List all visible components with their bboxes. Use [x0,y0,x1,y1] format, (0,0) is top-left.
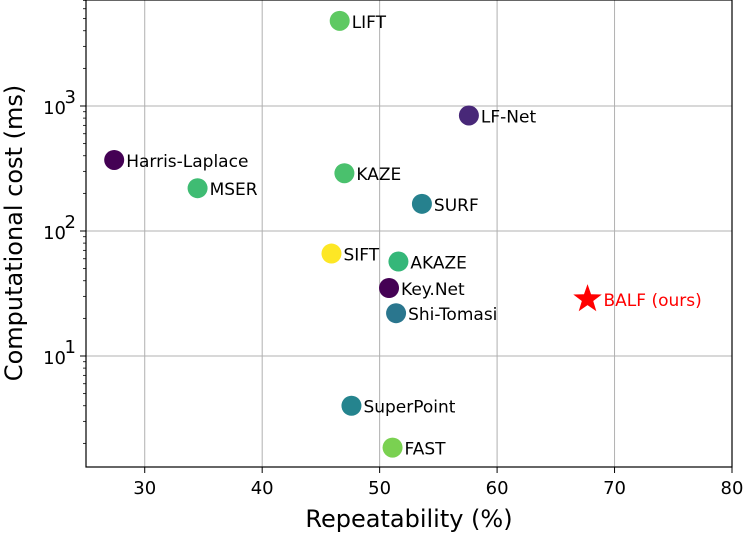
data-point-label: KAZE [356,165,401,185]
x-tick-label: 50 [368,478,391,499]
data-point-label: Shi-Tomasi [408,305,497,325]
data-point [334,163,355,184]
x-tick-label: 30 [133,478,156,499]
y-tick-exponent: 3 [65,87,76,108]
data-point [321,243,342,264]
y-axis-title: Computational cost (ms) [0,85,28,381]
y-tick-label: 10 [43,348,66,369]
data-marks: LIFT LF-Net Harris-Laplace KAZE MSER SURF SIFT… [104,10,702,460]
plot-frame [85,0,733,468]
data-point [458,105,479,126]
data-point-label: AKAZE [410,254,467,274]
data-point-label: SURF [434,196,479,216]
data-point-label: BALF (ours) [604,291,702,311]
data-point [341,395,362,416]
data-point-label: Key.Net [401,280,465,300]
x-tick-label: 60 [486,478,509,499]
grid [86,0,732,467]
x-tick-label: 80 [721,478,744,499]
data-point-label: SIFT [343,246,379,266]
y-tick-label: 10 [43,98,66,119]
data-point [379,277,400,298]
y-tick-exponent: 2 [65,212,76,233]
data-point-label: LF-Net [481,107,537,127]
data-point-label: SuperPoint [363,398,455,418]
data-point [386,303,407,324]
data-point-label: Harris-Laplace [126,152,248,172]
x-tick-label: 40 [251,478,274,499]
y-tick-label: 10 [43,223,66,244]
data-point [329,10,350,31]
data-point-label: MSER [210,180,258,200]
data-point [104,149,125,170]
y-tick-exponent: 1 [65,337,76,358]
data-point [382,437,403,458]
data-point-label: LIFT [352,13,387,33]
data-point-label: FAST [405,440,447,460]
x-tick-label: 70 [603,478,626,499]
data-point-star [573,284,602,312]
data-point [411,193,432,214]
data-point [388,251,409,272]
data-point [187,178,208,199]
x-axis-title: Repeatability (%) [305,505,512,533]
